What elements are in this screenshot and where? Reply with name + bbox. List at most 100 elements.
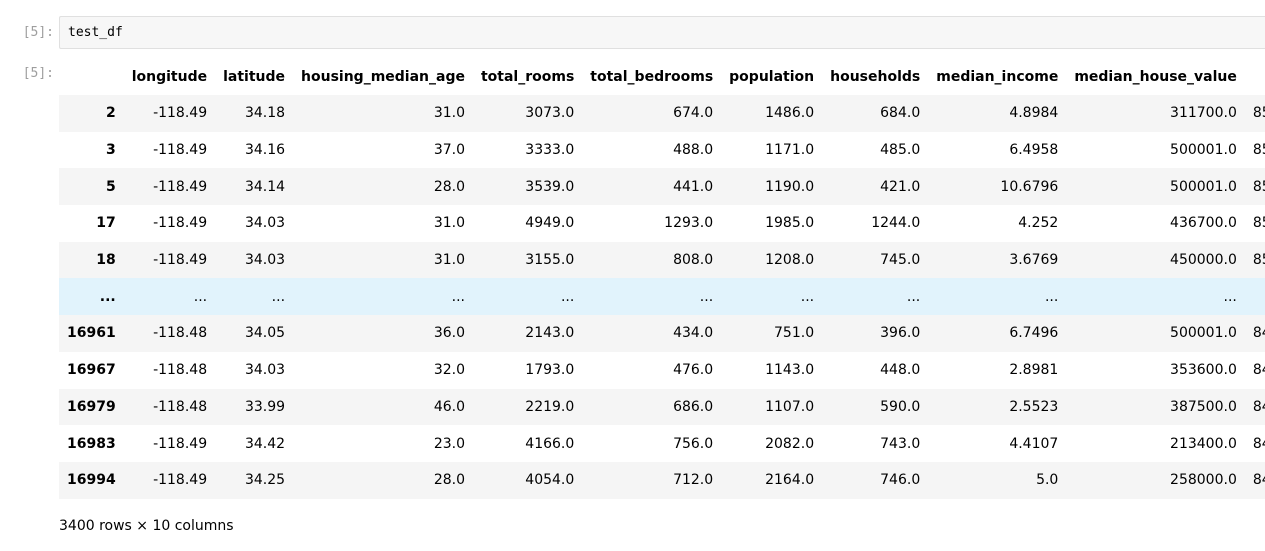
cell-total-bedrooms: 476.0 [673, 362, 714, 379]
cell-total-rooms: 4166.0 [525, 435, 575, 452]
column-header-median-income: median_income [936, 68, 1059, 85]
table-row: 16994 -118.49 34.25 28.0 4054.0 712.0 2164.0 74… [59, 461, 1265, 499]
cell-total-rooms: 3539.0 [525, 178, 575, 195]
column-header-population: population [729, 68, 815, 85]
cell-longitude: -118.49 [153, 215, 208, 232]
cell-total-rooms: 3333.0 [525, 142, 575, 159]
cell-total-bedrooms: 441.0 [673, 178, 714, 195]
cell-total-rooms: 3073.0 [525, 105, 575, 122]
cell-population: 1143.0 [765, 362, 815, 379]
column-header-housing-median-age: housing_median_age [301, 68, 465, 85]
cell-longitude: ... [193, 288, 208, 305]
cell-housing-median-age: 28.0 [433, 472, 465, 489]
cell-population: 1208.0 [765, 252, 815, 269]
cell-id: 8461 [1252, 325, 1265, 342]
cell-median-income: 6.4958 [1009, 142, 1059, 159]
cell-id: 8502 [1252, 105, 1265, 122]
column-header-longitude: longitude [131, 68, 208, 85]
cell-longitude: -118.48 [153, 362, 208, 379]
cell-housing-median-age: 46.0 [433, 398, 465, 415]
cell-median-house-value: 258000.0 [1170, 472, 1237, 489]
column-header-id: id [1245, 58, 1265, 95]
row-index: 5 [105, 178, 116, 195]
cell-population: 1107.0 [765, 398, 815, 415]
cell-median-income: ... [1044, 288, 1059, 305]
cell-housing-median-age: 23.0 [433, 435, 465, 452]
cell-total-bedrooms: 808.0 [673, 252, 714, 269]
cell-population: 1171.0 [765, 142, 815, 159]
cell-latitude: 33.99 [244, 398, 286, 415]
cell-total-bedrooms: 434.0 [673, 325, 714, 342]
cell-longitude: -118.49 [153, 252, 208, 269]
cell-latitude: 34.42 [244, 435, 286, 452]
cell-latitude: 34.18 [244, 105, 286, 122]
cell-id: 8494 [1252, 472, 1265, 489]
row-index: 17 [96, 215, 116, 232]
column-header-households: households [830, 68, 921, 85]
cell-latitude: 34.03 [244, 362, 286, 379]
cell-latitude: 34.25 [244, 472, 286, 489]
column-header-latitude: latitude [223, 68, 286, 85]
cell-id: 8517 [1252, 215, 1265, 232]
cell-housing-median-age: 31.0 [433, 252, 465, 269]
row-index: ... [99, 288, 116, 305]
cell-id: 8479 [1252, 398, 1265, 415]
cell-population: 1190.0 [765, 178, 815, 195]
dataframe-table: longitude latitude housing_median_age to… [59, 58, 1265, 499]
cell-households: 743.0 [880, 435, 921, 452]
cell-total-bedrooms: 1293.0 [664, 215, 714, 232]
column-header-total-rooms: total_rooms [480, 68, 575, 85]
cell-median-house-value: 450000.0 [1170, 252, 1237, 269]
cell-households: 485.0 [880, 142, 921, 159]
cell-id: 8483 [1252, 435, 1265, 452]
cell-households: 396.0 [880, 325, 921, 342]
cell-households: 745.0 [880, 252, 921, 269]
cell-longitude: -118.49 [153, 472, 208, 489]
cell-median-house-value: 353600.0 [1170, 362, 1237, 379]
cell-total-rooms: ... [560, 288, 575, 305]
code-input-cell[interactable]: test_df [59, 16, 1265, 49]
table-row: 16979 -118.48 33.99 46.0 2219.0 686.0 1107.0 59… [59, 388, 1265, 426]
cell-housing-median-age: 28.0 [433, 178, 465, 195]
output-prompt: [5]: [22, 66, 54, 81]
cell-latitude: 34.03 [244, 215, 286, 232]
cell-longitude: -118.48 [153, 325, 208, 342]
cell-median-house-value: 436700.0 [1170, 215, 1237, 232]
cell-longitude: -118.49 [153, 142, 208, 159]
cell-median-house-value: 500001.0 [1170, 178, 1237, 195]
cell-households: 746.0 [880, 472, 921, 489]
cell-housing-median-age: 36.0 [433, 325, 465, 342]
cell-total-rooms: 4054.0 [525, 472, 575, 489]
cell-id: ... [1245, 278, 1265, 315]
table-row: 3 -118.49 34.16 37.0 3333.0 488.0 1171.0 485.0 6… [59, 131, 1265, 169]
cell-population: 1486.0 [765, 105, 815, 122]
cell-total-rooms: 3155.0 [525, 252, 575, 269]
cell-households: 590.0 [880, 398, 921, 415]
table-row: 17 -118.49 34.03 31.0 4949.0 1293.0 1985.0 1244… [59, 205, 1265, 242]
cell-housing-median-age: 31.0 [433, 105, 465, 122]
cell-median-income: 2.5523 [1009, 398, 1059, 415]
cell-id: 8518 [1252, 252, 1265, 269]
table-row: 18 -118.49 34.03 31.0 3155.0 808.0 1208.0 745.0… [59, 241, 1265, 279]
table-row: 2 -118.49 34.18 31.0 3073.0 674.0 1486.0 684.0 4… [59, 95, 1265, 132]
code-text[interactable]: test_df [68, 25, 123, 40]
dataframe-shape: 3400 rows × 10 columns [59, 518, 234, 534]
cell-median-income: 3.6769 [1009, 252, 1059, 269]
cell-housing-median-age: 31.0 [433, 215, 465, 232]
cell-total-rooms: 2219.0 [525, 398, 575, 415]
cell-median-income: 6.7496 [1009, 325, 1059, 342]
cell-median-income: 2.8981 [1009, 362, 1059, 379]
cell-latitude: ... [271, 288, 286, 305]
cell-households: 684.0 [880, 105, 921, 122]
cell-total-bedrooms: 674.0 [673, 105, 714, 122]
cell-households: 421.0 [880, 178, 921, 195]
table-row: 16983 -118.49 34.42 23.0 4166.0 756.0 2082.0 74… [59, 425, 1265, 462]
cell-median-income: 4.4107 [1009, 435, 1059, 452]
table-row: 16961 -118.48 34.05 36.0 2143.0 434.0 751.0 396… [59, 315, 1265, 352]
cell-median-house-value: ... [1223, 288, 1237, 305]
cell-population: 2164.0 [765, 472, 815, 489]
cell-population: 2082.0 [765, 435, 815, 452]
cell-longitude: -118.48 [153, 398, 208, 415]
cell-median-house-value: 500001.0 [1170, 142, 1237, 159]
cell-housing-median-age: 32.0 [433, 362, 465, 379]
